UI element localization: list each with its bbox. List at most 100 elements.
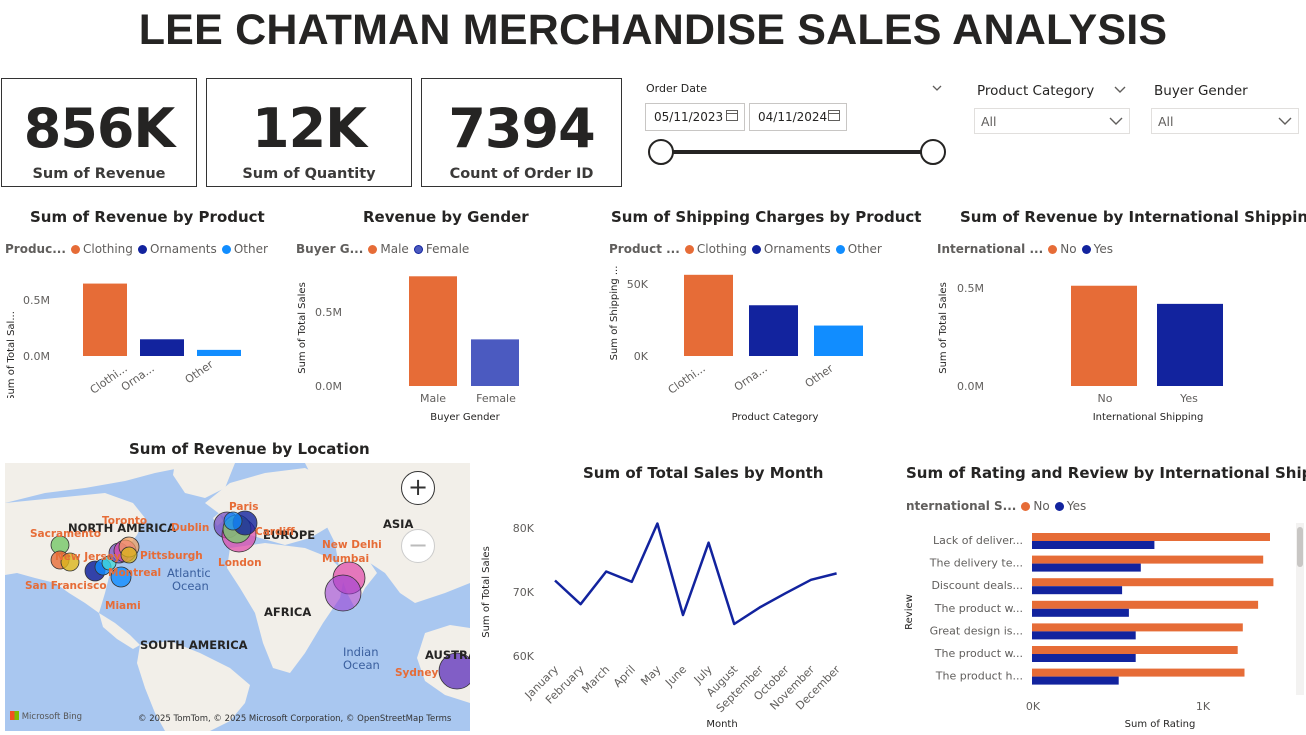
x-tick: March	[579, 663, 612, 696]
bing-logo: Microsoft Bing	[10, 711, 82, 722]
legend-item[interactable]: Ornaments	[751, 242, 831, 256]
calendar-icon[interactable]	[726, 110, 738, 121]
city-label: London	[218, 557, 262, 569]
bar-no	[1032, 623, 1243, 632]
chart-title: Sum of Revenue by Location	[129, 440, 370, 458]
series-line	[554, 522, 837, 626]
ocean-label: Atlantic	[167, 566, 211, 580]
city-label: Pittsburgh	[140, 550, 203, 562]
bar-yes	[1032, 676, 1119, 685]
y-tick: Great design is...	[930, 624, 1023, 637]
legend-item[interactable]: Clothing	[70, 242, 133, 256]
city-label: Sydney	[395, 667, 439, 679]
start-date-input[interactable]: 05/11/2023	[645, 103, 745, 131]
x-axis-title: Buyer Gender	[430, 412, 500, 423]
end-date-input[interactable]: 04/11/2024	[749, 103, 847, 131]
page-title: LEE CHATMAN MERCHANDISE SALES ANALYSIS	[138, 6, 1168, 54]
legend-item[interactable]: Clothing	[684, 242, 747, 256]
revenue-map[interactable]: NORTH AMERICA EUROPE ASIA AFRICA SOUTH A…	[5, 463, 470, 731]
zoom-in-button[interactable]: +	[401, 471, 435, 505]
legend-item[interactable]: Yes	[1081, 242, 1113, 256]
legend-title: Product ...	[609, 242, 680, 256]
city-label: New Delhi	[322, 539, 382, 551]
y-tick: 0.5M	[23, 294, 50, 307]
x-tick: 1K	[1196, 700, 1211, 713]
chevron-down-icon[interactable]	[930, 80, 944, 94]
bar-female	[471, 339, 519, 386]
y-axis-title: Sum of Shipping ...	[609, 266, 620, 361]
continent-label: SOUTH AMERICA	[140, 638, 248, 652]
x-axis-title: Sum of Rating	[1125, 719, 1196, 730]
legend-title: Produc...	[5, 242, 66, 256]
y-tick: The delivery te...	[929, 557, 1023, 570]
product-category-label: Product Category	[977, 83, 1095, 99]
city-label: Mumbai	[322, 553, 370, 565]
legend-item[interactable]: Other	[221, 242, 268, 256]
y-tick: 50K	[627, 278, 649, 291]
city-label: Miami	[105, 600, 141, 612]
calendar-icon[interactable]	[828, 110, 840, 121]
chevron-down-icon	[1109, 117, 1123, 125]
kpi-card-revenue[interactable]: 856K Sum of Revenue	[1, 78, 197, 187]
continent-label: EUROPE	[263, 528, 316, 542]
legend-item[interactable]: Yes	[1054, 499, 1086, 513]
scrollbar-thumb[interactable]	[1297, 527, 1303, 567]
buyer-gender-dropdown[interactable]: All	[1151, 108, 1299, 134]
legend-item[interactable]: No	[1021, 499, 1050, 513]
date-range-slider[interactable]	[646, 138, 948, 166]
kpi-card-order-count[interactable]: 7394 Count of Order ID	[421, 78, 622, 187]
y-axis-title: Sum of Total Sales	[297, 282, 308, 374]
legend-item[interactable]: Male	[368, 242, 409, 256]
legend-title: International ...	[937, 242, 1044, 256]
x-tick: Yes	[1179, 392, 1198, 405]
revenue-by-intl-chart[interactable]: Sum of Total Sales 0.5M 0.0M No Yes Inte…	[930, 258, 1260, 428]
legend-title: nternational S...	[906, 499, 1017, 513]
revenue-by-product-chart[interactable]: Sum of Total Sal... 0.5M 0.0M Clothi... …	[0, 258, 270, 398]
x-tick: 0K	[1026, 700, 1041, 713]
revenue-by-gender-chart[interactable]: Sum of Total Sales 0.5M 0.0M Male Female…	[290, 258, 550, 428]
kpi-card-quantity[interactable]: 12K Sum of Quantity	[206, 78, 412, 187]
chart-legend: Product ... Clothing Ornaments Other	[609, 238, 882, 257]
bar-no	[1032, 600, 1259, 609]
map-attribution[interactable]: © 2025 TomTom, © 2025 Microsoft Corporat…	[138, 714, 452, 724]
legend-item[interactable]: Female	[413, 242, 469, 256]
zoom-out-button[interactable]: −	[401, 529, 435, 563]
bar-ornaments	[140, 339, 184, 356]
x-tick: Clothi...	[666, 362, 708, 397]
y-tick: 70K	[513, 586, 535, 599]
chevron-down-icon[interactable]	[1113, 82, 1127, 96]
kpi-label: Sum of Revenue	[32, 166, 166, 182]
y-tick: 60K	[513, 650, 535, 663]
sales-by-month-chart[interactable]: Sum of Total Sales 80K 70K 60K JanuaryFe…	[475, 500, 895, 735]
buyer-gender-label: Buyer Gender	[1154, 83, 1248, 99]
legend-item[interactable]: No	[1048, 242, 1077, 256]
bar-ornaments	[749, 305, 798, 356]
shipping-by-product-chart[interactable]: Sum of Shipping ... 50K 0K Clothi... Orn…	[600, 258, 900, 428]
bar-no	[1032, 668, 1245, 677]
rating-by-review-chart[interactable]: Review Lack of deliver... The delivery te…	[900, 520, 1300, 735]
city-label: New Jersey	[55, 551, 121, 563]
dropdown-value: All	[1158, 114, 1174, 129]
legend-item[interactable]: Other	[835, 242, 882, 256]
bar-no	[1071, 285, 1137, 386]
bar-clothing	[83, 283, 127, 356]
y-tick: The product w...	[934, 647, 1023, 660]
y-axis-title: Sum of Total Sales	[481, 546, 492, 638]
bar-yes	[1032, 654, 1136, 662]
bar-other	[197, 349, 241, 356]
x-tick: May	[638, 663, 664, 689]
x-tick: Other	[183, 358, 216, 387]
bar-no	[1032, 533, 1270, 541]
chart-title: Sum of Revenue by International Shipping	[960, 208, 1306, 226]
product-category-dropdown[interactable]: All	[974, 108, 1130, 134]
continent-label: AUSTRA	[425, 648, 470, 662]
chart-title: Sum of Rating and Review by Internationa…	[906, 464, 1306, 482]
scrollbar[interactable]	[1296, 523, 1304, 695]
bar-yes	[1032, 631, 1136, 640]
x-tick: June	[662, 663, 689, 690]
continent-label: ASIA	[383, 517, 414, 531]
city-label: Cardiff	[255, 526, 295, 538]
legend-item[interactable]: Ornaments	[138, 242, 217, 256]
chart-title: Sum of Revenue by Product	[30, 208, 265, 226]
bar-no	[1032, 578, 1274, 587]
